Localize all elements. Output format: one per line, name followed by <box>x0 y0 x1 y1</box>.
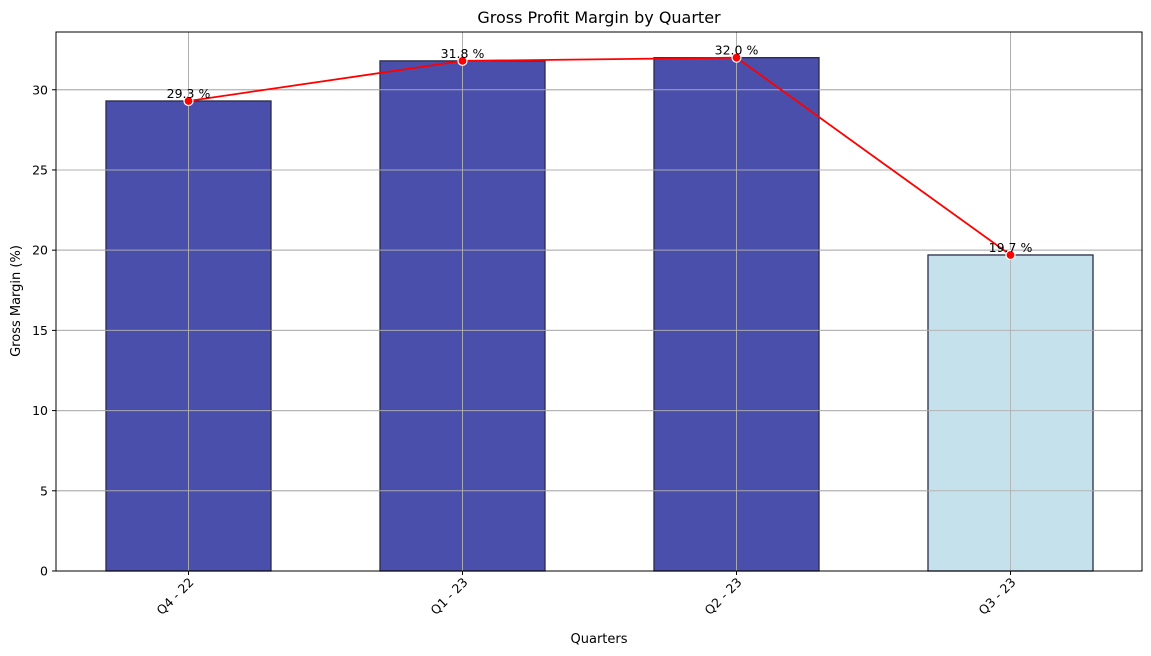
value-labels: 29.3 % 31.8 % 32.0 % 19.7 % <box>167 43 1033 255</box>
value-label: 32.0 % <box>715 43 759 58</box>
x-axis-label: Quarters <box>571 632 628 647</box>
trend-point <box>731 52 742 63</box>
y-tick-label: 5 <box>40 483 48 498</box>
value-label: 31.8 % <box>441 46 485 61</box>
trend-point <box>457 55 468 66</box>
trend-point <box>183 95 194 107</box>
y-tick-label: 25 <box>32 162 48 177</box>
y-tick-label: 15 <box>32 323 48 338</box>
x-tick-label: Q4 - 22 <box>153 575 196 618</box>
x-axis: Q4 - 22 Q1 - 23 Q2 - 23 Q3 - 23 <box>153 571 1019 618</box>
y-tick-label: 0 <box>40 564 48 579</box>
y-axis-label: Gross Margin (%) <box>9 245 24 357</box>
value-label: 29.3 % <box>167 86 211 101</box>
x-tick-label: Q3 - 23 <box>975 575 1018 618</box>
x-tick-label: Q1 - 23 <box>427 575 470 618</box>
trend-line-series <box>183 52 1016 261</box>
plot-frame <box>55 31 1143 572</box>
trend-point <box>1005 249 1016 261</box>
y-tick-label: 10 <box>32 403 48 418</box>
trend-line <box>188 56 1012 256</box>
x-tick-label: Q2 - 23 <box>701 575 744 618</box>
bars <box>56 32 1142 572</box>
y-tick-label: 30 <box>32 82 48 97</box>
chart-title: Gross Profit Margin by Quarter <box>477 8 721 27</box>
value-label: 19.7 % <box>989 240 1033 255</box>
y-tick-label: 20 <box>32 243 48 258</box>
y-axis: 0 5 10 15 20 25 30 <box>32 82 56 579</box>
